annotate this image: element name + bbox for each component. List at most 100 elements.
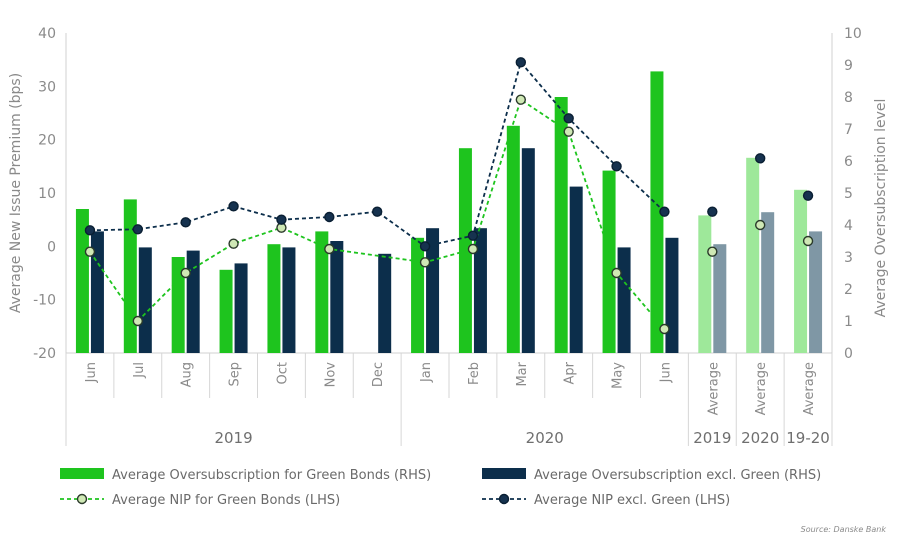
y-tick-label: 20 xyxy=(38,133,56,149)
bar-green xyxy=(75,209,89,353)
excl-green-nip-point xyxy=(467,230,479,241)
bar-excl-green xyxy=(138,247,152,353)
excl-green-nip-point xyxy=(371,206,383,217)
group-label: 19-20 xyxy=(786,429,830,447)
bar-green xyxy=(411,237,425,353)
green-nip-point xyxy=(467,243,479,255)
excl-green-nip-point xyxy=(707,206,718,217)
bar-green xyxy=(315,231,329,353)
bar-green xyxy=(219,269,233,353)
bar-green xyxy=(123,199,137,353)
legend-item: Average NIP for Green Bonds (LHS) xyxy=(60,493,340,508)
bar-green xyxy=(794,189,808,353)
legend-label: Average Oversubscription for Green Bonds… xyxy=(112,468,431,483)
legend-marker xyxy=(76,493,88,505)
group-label: 2020 xyxy=(741,429,779,447)
bar-green xyxy=(650,71,664,354)
y2-tick-label: 3 xyxy=(844,250,853,266)
group-label: 2019 xyxy=(693,429,731,447)
green-nip-point xyxy=(228,238,239,249)
bar-green xyxy=(267,244,281,353)
excl-green-nip-point xyxy=(419,241,431,252)
y-tick-label: -10 xyxy=(33,293,56,309)
lines xyxy=(84,57,814,335)
legend-label: Average NIP for Green Bonds (LHS) xyxy=(112,493,340,508)
y2-tick-label: 7 xyxy=(844,122,853,138)
axis-labels: -20 -10 0 10 20 30 40 0 1 2 3 4 5 6 7 8 9 10 Jun Jul Aug Sep O… xyxy=(8,26,889,447)
y2-tick-label: 1 xyxy=(844,314,853,330)
category-label: Jun xyxy=(84,362,99,383)
category-label: Oct xyxy=(275,362,290,384)
excl-green-nip-point xyxy=(84,225,96,236)
legend-item: Average NIP excl. Green (LHS) xyxy=(482,493,730,508)
legend: Average Oversubscription for Green Bonds… xyxy=(60,468,821,508)
green-nip-point xyxy=(180,267,191,279)
category-label: Average xyxy=(802,362,817,415)
y2-tick-label: 8 xyxy=(844,90,853,106)
excl-green-nip-point xyxy=(754,153,766,164)
bar-green xyxy=(171,257,185,353)
green-nip-point xyxy=(707,246,718,257)
y2-tick-label: 4 xyxy=(844,218,853,234)
category-label: May xyxy=(611,362,626,389)
legend-marker xyxy=(498,493,510,505)
y-tick-label: 0 xyxy=(47,239,56,255)
group-label: 2019 xyxy=(214,429,252,447)
y2-tick-label: 5 xyxy=(844,186,853,202)
y2-tick-label: 6 xyxy=(844,154,853,170)
excl-green-nip-point xyxy=(802,190,814,201)
category-label: Average xyxy=(754,362,769,415)
bar-excl-green xyxy=(569,186,583,353)
source-note: Source: Danske Bank xyxy=(801,525,887,534)
green-nip-point xyxy=(132,315,144,327)
legend-item: Average Oversubscription excl. Green (RH… xyxy=(482,468,821,483)
y2-tick-label: 10 xyxy=(844,26,862,42)
bar-excl-green xyxy=(90,231,104,353)
excl-green-nip-point xyxy=(515,57,527,68)
category-label: Apr xyxy=(563,361,578,384)
bar-excl-green xyxy=(521,148,535,353)
green-nip-point xyxy=(802,235,814,247)
excl-green-nip-point xyxy=(180,217,191,228)
bar-excl-green xyxy=(809,231,823,353)
green-nip-line xyxy=(89,98,666,330)
excl-green-nip-point xyxy=(132,224,144,235)
green-nip-point xyxy=(419,257,431,268)
green-nip-point xyxy=(611,267,622,279)
y2-tick-label: 0 xyxy=(844,346,853,362)
category-label: Aug xyxy=(180,362,195,387)
green-nip-point xyxy=(324,243,335,255)
y-tick-label: -20 xyxy=(33,346,56,362)
category-label: Sep xyxy=(228,362,243,387)
group-label: 2020 xyxy=(526,429,564,447)
excl-green-nip-point xyxy=(659,206,670,217)
excl-green-nip-point xyxy=(563,113,574,124)
y2-tick-label: 9 xyxy=(844,58,853,74)
green-nip-point xyxy=(659,323,670,335)
y-tick-label: 10 xyxy=(38,186,56,202)
category-label: Mar xyxy=(515,361,530,386)
legend-label: Average Oversubscription excl. Green (RH… xyxy=(534,468,821,483)
category-label: Jul xyxy=(132,362,147,379)
bar-green xyxy=(746,157,760,353)
legend-swatch xyxy=(482,468,526,479)
legend-label: Average NIP excl. Green (LHS) xyxy=(534,493,730,508)
category-label: Feb xyxy=(467,362,482,385)
bar-excl-green xyxy=(234,263,248,353)
excl-green-nip-point xyxy=(611,161,622,172)
category-label: Average xyxy=(706,362,721,415)
bar-excl-green xyxy=(617,247,631,353)
bar-excl-green xyxy=(665,237,679,353)
excl-green-nip-point xyxy=(324,211,335,223)
y-axis-label: Average New Issue Premium (bps) xyxy=(8,73,24,313)
category-label: Jun xyxy=(658,362,673,383)
legend-item: Average Oversubscription for Green Bonds… xyxy=(60,468,431,483)
excl-green-nip-point xyxy=(228,201,239,212)
green-nip-point xyxy=(84,246,96,257)
green-nip-point xyxy=(515,94,527,105)
category-label: Jan xyxy=(419,362,434,383)
y-tick-label: 30 xyxy=(38,79,56,95)
y2-axis-label: Average Oversubscription level xyxy=(873,99,889,318)
y2-tick-label: 2 xyxy=(844,282,853,298)
